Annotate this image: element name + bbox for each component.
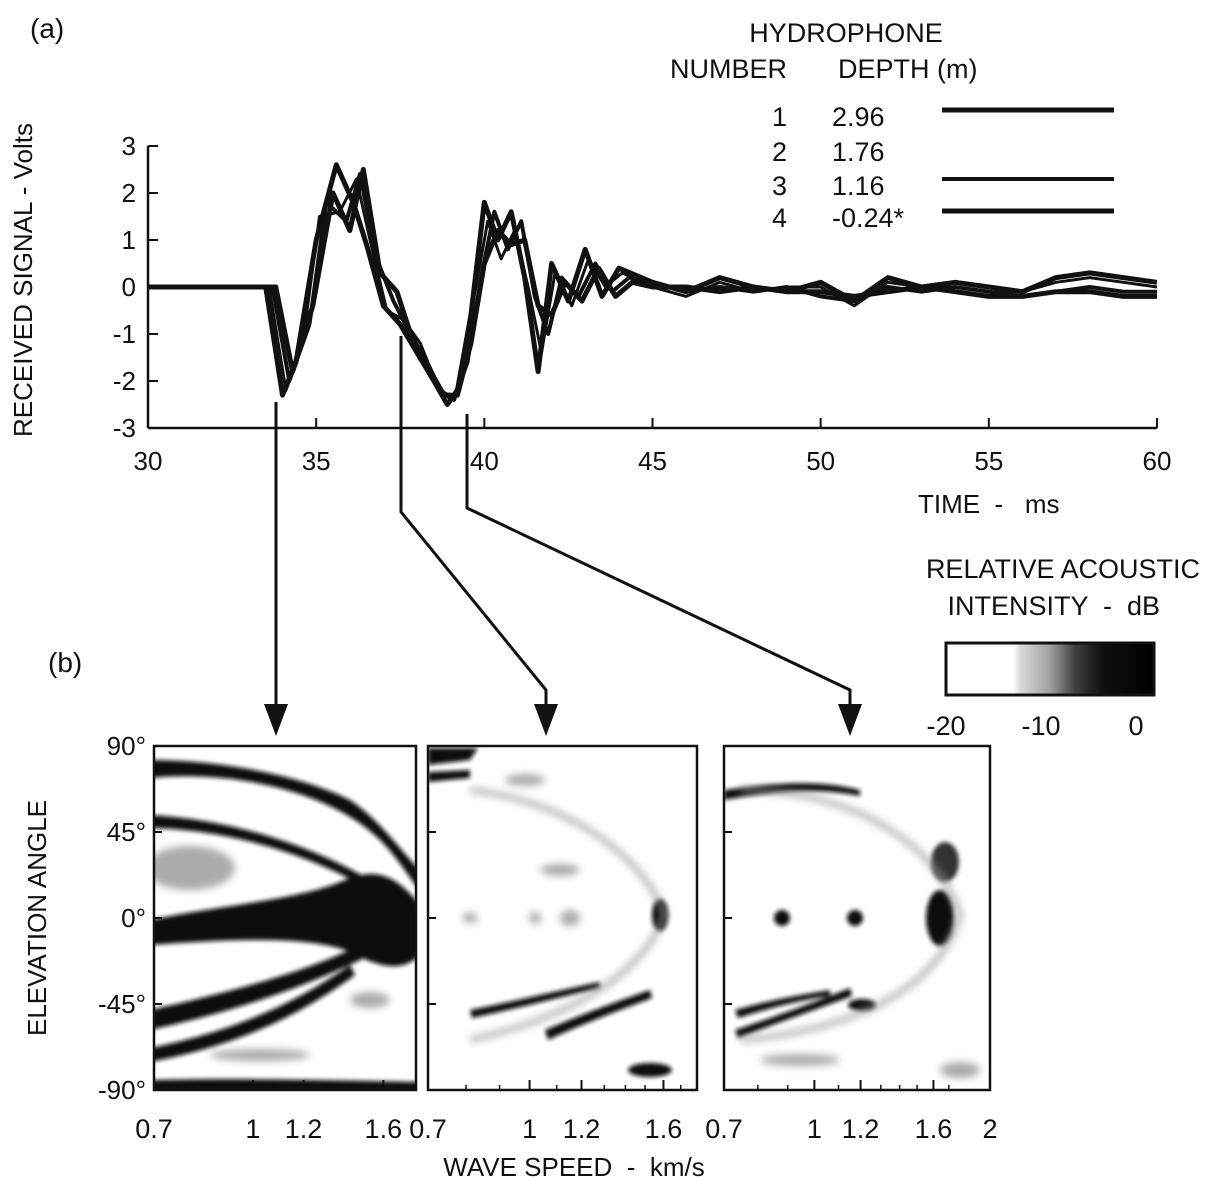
arrow-to-panel-3 — [465, 414, 852, 708]
colorbar-title-line1: RELATIVE ACOUSTIC — [926, 554, 1200, 584]
line-chart: 3 2 1 0 -1 -2 -3 30 35 40 45 50 55 60 RECEIVED SIGNA… — [8, 123, 1171, 519]
legend-depth: 1.76 — [832, 137, 885, 167]
heatmap-x-tick-label: 1.2 — [285, 1114, 323, 1144]
heatmap-x-tick-label: 1.6 — [645, 1114, 683, 1144]
legend-depth: 2.96 — [832, 102, 885, 132]
colorbar-title-line2: INTENSITY - dB — [947, 591, 1160, 621]
legend-title: HYDROPHONE — [749, 18, 943, 48]
heatmap-y-axis-label: ELEVATION ANGLE — [22, 800, 52, 1036]
colorbar: RELATIVE ACOUSTIC INTENSITY - dB -20 -10 0 — [926, 554, 1200, 741]
arrowhead-3 — [838, 704, 862, 736]
x-tick-label: 40 — [470, 446, 499, 476]
colorbar-tick-label: -10 — [1021, 711, 1060, 741]
heatmap-x-tick-label: 1.6 — [915, 1114, 953, 1144]
legend-number: 2 — [772, 137, 787, 167]
arrowhead-1 — [264, 704, 288, 736]
x-tick-label: 50 — [806, 446, 835, 476]
heatmap-y-tick-label: 0° — [121, 903, 146, 933]
y-tick-label: 0 — [122, 272, 136, 302]
y-tick-label: -2 — [113, 366, 136, 396]
heatmap-x-tick-label: 1.2 — [563, 1114, 601, 1144]
colorbar-tick-label: -20 — [926, 711, 965, 741]
legend-number: 3 — [772, 171, 787, 201]
annotation-arrows — [274, 336, 852, 708]
series-line-4 — [148, 167, 1157, 398]
arrowhead-2 — [534, 704, 558, 736]
series-line-1 — [148, 162, 1158, 407]
panel-a-label: (a) — [30, 13, 64, 44]
heatmap-x-tick-label: 0.7 — [135, 1114, 173, 1144]
legend-depth: 1.16 — [832, 171, 885, 201]
heatmap-panel-3 — [724, 746, 990, 1090]
panel-b-label: (b) — [48, 647, 82, 678]
y-tick-label: 3 — [122, 131, 136, 161]
x-tick-label: 30 — [134, 446, 163, 476]
y-tick-label: 2 — [122, 178, 136, 208]
legend-column-number: NUMBER — [670, 54, 787, 84]
y-axis-label: RECEIVED SIGNAL - Volts — [8, 123, 38, 437]
legend-column-depth: DEPTH (m) — [838, 54, 977, 84]
heatmap-y-tick-label: -45° — [98, 989, 146, 1019]
heatmap-x-tick-label: 1.2 — [842, 1114, 880, 1144]
heatmap-x-axis-label: WAVE SPEED - km/s — [443, 1152, 704, 1181]
x-tick-label: 45 — [638, 446, 667, 476]
legend-number: 1 — [772, 102, 787, 132]
legend: HYDROPHONE NUMBER DEPTH (m) 1 2.96 2 1.76 3 1… — [670, 18, 1114, 233]
heatmap-x-tick-label: 1 — [807, 1114, 822, 1144]
y-tick-label: 1 — [122, 225, 136, 255]
colorbar-gradient — [944, 641, 1156, 697]
heatmap-x-tick-label: 1.6 — [365, 1114, 403, 1144]
heatmap-y-tick-label: 90° — [107, 731, 146, 761]
x-tick-label: 60 — [1143, 446, 1172, 476]
legend-depth: -0.24* — [832, 203, 905, 233]
y-tick-label: -1 — [113, 319, 136, 349]
heatmap-x-tick-label: 1 — [522, 1114, 537, 1144]
arrow-to-panel-2 — [399, 336, 548, 708]
x-tick-label: 35 — [302, 446, 331, 476]
heatmap-x-tick-label: 0.7 — [409, 1114, 447, 1144]
legend-number: 4 — [772, 203, 787, 233]
heatmap-panel-1 — [154, 746, 416, 1090]
colorbar-tick-label: 0 — [1128, 711, 1143, 741]
heatmap-x-tick-label: 0.7 — [705, 1114, 743, 1144]
x-tick-label: 55 — [974, 446, 1003, 476]
y-tick-label: -3 — [113, 413, 136, 443]
heatmap-x-tick-label: 2 — [982, 1114, 997, 1144]
x-axis-label: TIME - ms — [918, 489, 1060, 519]
heatmap-x-tick-label: 1 — [245, 1114, 260, 1144]
heatmap-y-tick-label: 45° — [107, 817, 146, 847]
heatmap-panel-2 — [428, 746, 697, 1090]
heatmap-y-tick-label: -90° — [98, 1075, 146, 1105]
